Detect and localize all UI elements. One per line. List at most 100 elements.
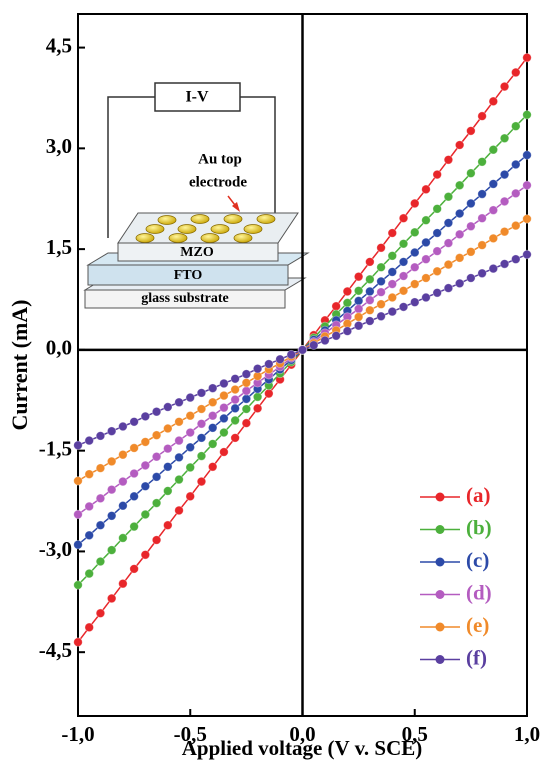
point — [398, 213, 409, 223]
annotation: electrode — [189, 174, 247, 190]
point — [151, 406, 162, 417]
point — [163, 402, 173, 412]
point — [230, 394, 240, 405]
point — [376, 299, 386, 309]
point — [443, 283, 454, 293]
point — [275, 354, 285, 364]
point — [219, 447, 229, 457]
point — [140, 481, 151, 491]
point — [151, 498, 162, 508]
point — [118, 449, 128, 460]
point — [118, 578, 128, 589]
point — [95, 431, 106, 441]
point — [376, 243, 386, 253]
point — [421, 237, 431, 248]
point — [522, 150, 532, 160]
point — [353, 286, 364, 296]
x-tick-label: 1,0 — [514, 722, 540, 746]
point — [454, 278, 465, 289]
point — [207, 462, 218, 472]
legend-label: (b) — [466, 515, 492, 539]
point — [421, 292, 431, 303]
point — [196, 404, 207, 414]
point — [230, 415, 240, 426]
point — [466, 126, 476, 136]
point — [443, 155, 454, 165]
point — [163, 462, 173, 472]
point — [376, 276, 386, 287]
point — [432, 246, 442, 256]
y-tick-label: 0,0 — [46, 336, 72, 360]
point — [185, 427, 195, 438]
layer-mzo — [117, 242, 279, 262]
point — [387, 228, 398, 238]
point — [365, 257, 375, 267]
point — [454, 180, 465, 191]
point — [410, 262, 420, 272]
point — [174, 452, 184, 463]
point — [499, 81, 510, 92]
legend-label: (a) — [466, 483, 491, 507]
legend-marker — [435, 622, 445, 632]
point — [466, 247, 476, 257]
point — [129, 417, 139, 427]
point — [129, 564, 139, 574]
meter-box — [154, 82, 241, 112]
layer-glass — [84, 289, 286, 309]
point — [365, 286, 375, 297]
point — [410, 297, 420, 307]
point — [432, 204, 442, 214]
point — [499, 259, 510, 269]
point — [488, 263, 499, 274]
point — [118, 533, 128, 543]
point — [353, 296, 364, 306]
legend-label: (e) — [466, 613, 489, 637]
legend-marker — [435, 655, 445, 664]
point — [454, 140, 465, 150]
point — [365, 316, 375, 326]
point — [174, 474, 184, 485]
point — [511, 67, 521, 78]
point — [95, 556, 106, 567]
point — [185, 442, 195, 452]
point — [73, 580, 83, 590]
point — [443, 259, 454, 270]
point — [432, 228, 442, 238]
point — [365, 274, 375, 285]
layer-label: glass substrate — [141, 291, 229, 306]
point — [207, 423, 218, 433]
point — [230, 374, 240, 384]
point — [163, 443, 173, 454]
point — [185, 462, 195, 473]
point — [230, 403, 240, 414]
point — [196, 433, 207, 443]
point — [477, 157, 487, 167]
point — [230, 433, 240, 443]
point — [387, 279, 398, 289]
point — [387, 306, 398, 317]
point — [499, 169, 510, 180]
point — [443, 192, 454, 202]
point — [151, 451, 162, 462]
point — [241, 386, 252, 396]
wire — [107, 96, 155, 238]
point — [73, 539, 83, 550]
point — [421, 254, 431, 264]
point — [118, 501, 128, 511]
point — [106, 456, 117, 467]
point — [376, 311, 386, 321]
point — [522, 110, 532, 120]
point — [219, 413, 229, 424]
legend-marker — [435, 492, 445, 502]
point — [196, 451, 207, 461]
point — [196, 419, 207, 429]
legend-label: (f) — [466, 645, 487, 669]
point — [454, 229, 465, 240]
point — [252, 403, 263, 414]
point — [432, 288, 442, 298]
point — [219, 390, 229, 401]
point — [398, 302, 409, 312]
point — [421, 215, 431, 225]
point — [207, 397, 218, 407]
